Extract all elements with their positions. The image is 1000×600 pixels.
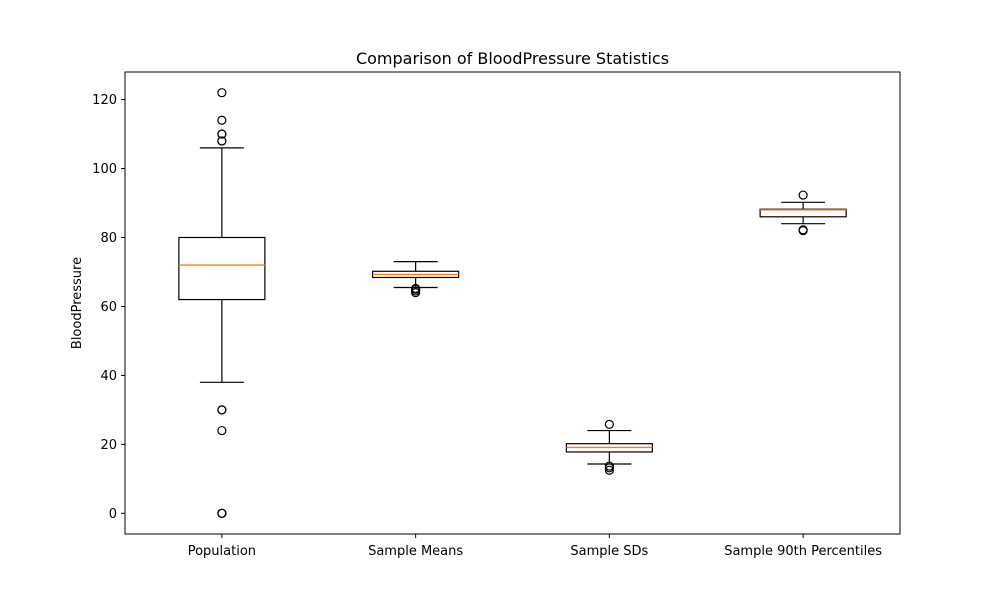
outlier-point (217, 405, 227, 415)
y-tick-label: 20 (100, 438, 117, 453)
box-iqr (178, 236, 266, 301)
outlier-point (217, 508, 227, 518)
box-iqr (759, 208, 847, 218)
plot-area: 0 20 40 60 80 100 120 Population Sample Means Sam… (92, 88, 882, 559)
y-axis-label: BloodPressure (70, 257, 85, 349)
x-tick-label: Sample SDs (570, 544, 648, 559)
outlier-point (217, 425, 227, 436)
chart-title: Comparison of BloodPressure Statistics (356, 49, 669, 68)
outlier-point (798, 225, 808, 235)
y-tick-label: 60 (100, 300, 117, 315)
outlier-point (217, 129, 227, 139)
outlier-point (217, 136, 227, 146)
outlier-point (217, 88, 227, 98)
x-tick-label: Population (188, 544, 256, 559)
outlier-point (604, 465, 614, 475)
x-tick-label: Sample Means (368, 544, 463, 559)
outlier-point (604, 461, 614, 471)
outlier-point (217, 115, 227, 125)
outlier-point (798, 190, 808, 200)
y-tick-label: 40 (100, 369, 117, 384)
y-tick-label: 120 (92, 93, 117, 108)
outlier-point (604, 419, 614, 429)
y-tick-label: 0 (109, 507, 117, 522)
y-tick-label: 80 (100, 231, 117, 246)
y-tick-label: 100 (92, 162, 117, 177)
outlier-point (411, 283, 421, 294)
axes-frame (124, 71, 901, 535)
x-tick-label: Sample 90th Percentiles (724, 544, 882, 559)
